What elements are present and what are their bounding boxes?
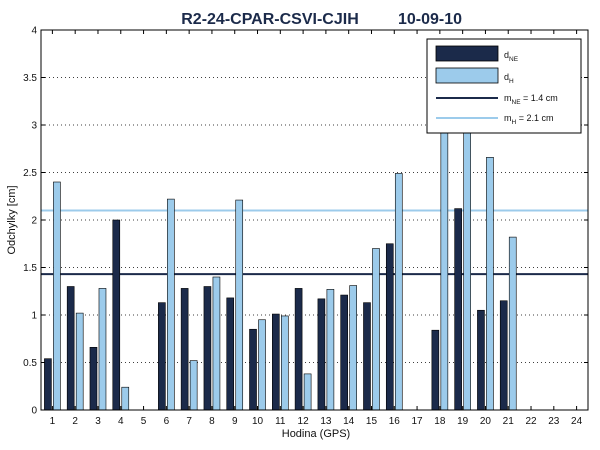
bar-dne-6 xyxy=(158,302,166,411)
y-tick-label: 3.5 xyxy=(23,73,37,84)
bar-dne-7 xyxy=(180,288,189,411)
reference-lines xyxy=(41,209,588,276)
legend-label-mh-main: m xyxy=(504,113,512,123)
x-tick-label: 4 xyxy=(118,416,124,427)
bar-dh-1 xyxy=(53,181,61,411)
bar-dne-1 xyxy=(44,358,52,411)
y-tick-label: 1.5 xyxy=(23,263,37,274)
x-tick-label: 3 xyxy=(95,416,101,427)
legend: dNE dH mNE = 1.4 cm mH = 2.1 cm xyxy=(426,38,582,134)
y-tick-label: 2 xyxy=(31,216,37,227)
bar-dh-14 xyxy=(349,285,357,411)
y-axis-ticks: 0 0.5 1 1.5 2 2.5 3 3.5 4 xyxy=(23,26,588,417)
legend-label-dh-sub: H xyxy=(509,78,514,85)
bar-dne-20 xyxy=(477,309,485,411)
legend-label-mne-sub: NE xyxy=(512,99,522,106)
x-tick-label: 10 xyxy=(252,416,264,427)
bar-dne-11 xyxy=(272,313,280,411)
bar-dne-10 xyxy=(249,328,257,411)
bar-dne-18 xyxy=(431,329,440,411)
bar-dh-6 xyxy=(167,198,175,411)
bar-dne-14 xyxy=(340,294,348,411)
x-tick-label: 14 xyxy=(343,416,355,427)
legend-label-mne-rest: = 1.4 cm xyxy=(521,93,558,103)
x-tick-label: 22 xyxy=(525,416,537,427)
bar-dne-12 xyxy=(294,288,303,411)
bar-dne-8 xyxy=(203,286,212,411)
bar-dh-11 xyxy=(281,315,289,411)
x-tick-label: 16 xyxy=(389,416,401,427)
bar-dh-3 xyxy=(98,288,107,411)
x-tick-label: 1 xyxy=(50,416,56,427)
bar-dne-3 xyxy=(89,346,98,411)
legend-label-dne-sub: NE xyxy=(509,56,519,63)
x-axis-ticks: 1 2 3 4 5 6 7 8 9 10 11 12 13 14 15 16 17 18 19 20 21 22 23 24 xyxy=(50,30,583,427)
bar-dne-15 xyxy=(363,302,371,411)
legend-label-mh-sub: H xyxy=(512,119,517,126)
bar-dh-10 xyxy=(258,319,266,411)
legend-swatch-dh xyxy=(435,67,499,84)
bar-dh-18 xyxy=(440,100,449,411)
x-axis-label: Hodina (GPS) xyxy=(282,428,350,440)
x-tick-label: 6 xyxy=(164,416,170,427)
bar-dne-2 xyxy=(66,286,75,411)
bar-dne-16 xyxy=(385,243,394,411)
bar-dne-21 xyxy=(499,300,508,411)
x-tick-label: 23 xyxy=(548,416,560,427)
bar-dh-13 xyxy=(326,289,335,411)
bar-series xyxy=(44,100,517,411)
y-tick-label: 3 xyxy=(31,121,37,132)
y-tick-label: 4 xyxy=(31,26,37,37)
chart-title-right: 10-09-10 xyxy=(398,11,462,28)
x-tick-label: 15 xyxy=(366,416,378,427)
x-tick-label: 7 xyxy=(186,416,192,427)
legend-label-dh: dH xyxy=(504,72,514,85)
x-tick-label: 11 xyxy=(275,416,286,427)
bar-dne-4 xyxy=(112,219,121,411)
legend-swatch-dne xyxy=(435,45,499,62)
x-tick-label: 19 xyxy=(457,416,469,427)
bar-dh-16 xyxy=(394,173,403,411)
bar-dh-21 xyxy=(508,236,517,411)
bar-dh-19 xyxy=(463,104,471,411)
bar-dne-19 xyxy=(454,208,462,411)
y-tick-label: 0.5 xyxy=(23,358,37,369)
x-tick-label: 18 xyxy=(434,416,446,427)
y-tick-label: 2.5 xyxy=(23,168,37,179)
x-tick-label: 5 xyxy=(141,416,147,427)
x-tick-label: 17 xyxy=(412,416,424,427)
legend-label-dh-main: d xyxy=(504,72,509,82)
y-tick-label: 0 xyxy=(31,406,37,417)
bar-dh-7 xyxy=(189,360,198,411)
x-tick-label: 20 xyxy=(480,416,492,427)
x-tick-label: 8 xyxy=(209,416,215,427)
legend-label-mh-rest: = 2.1 cm xyxy=(516,113,553,123)
x-tick-label: 13 xyxy=(320,416,332,427)
legend-label-dne: dNE xyxy=(504,50,519,63)
bar-dh-12 xyxy=(303,373,312,411)
bar-dh-8 xyxy=(212,276,221,411)
x-tick-label: 12 xyxy=(298,416,310,427)
legend-label-mne-main: m xyxy=(504,93,512,103)
bar-dh-20 xyxy=(486,157,494,411)
y-tick-label: 1 xyxy=(31,311,37,322)
bar-dne-13 xyxy=(317,298,326,411)
legend-label-mh: mH = 2.1 cm xyxy=(504,113,553,126)
bar-dh-4 xyxy=(121,386,130,411)
bar-dh-2 xyxy=(75,312,84,411)
bar-dne-9 xyxy=(226,297,235,411)
legend-label-dne-main: d xyxy=(504,50,509,60)
y-axis-label: Odchylky [cm] xyxy=(6,185,18,254)
chart-title-left: R2-24-CPAR-CSVI-CJIH xyxy=(181,11,359,28)
x-tick-label: 24 xyxy=(571,416,583,427)
bar-dh-9 xyxy=(235,199,244,411)
x-tick-label: 21 xyxy=(503,416,515,427)
x-tick-label: 9 xyxy=(232,416,238,427)
legend-label-mne: mNE = 1.4 cm xyxy=(504,93,558,106)
x-tick-label: 2 xyxy=(72,416,78,427)
bar-dh-15 xyxy=(372,248,380,411)
